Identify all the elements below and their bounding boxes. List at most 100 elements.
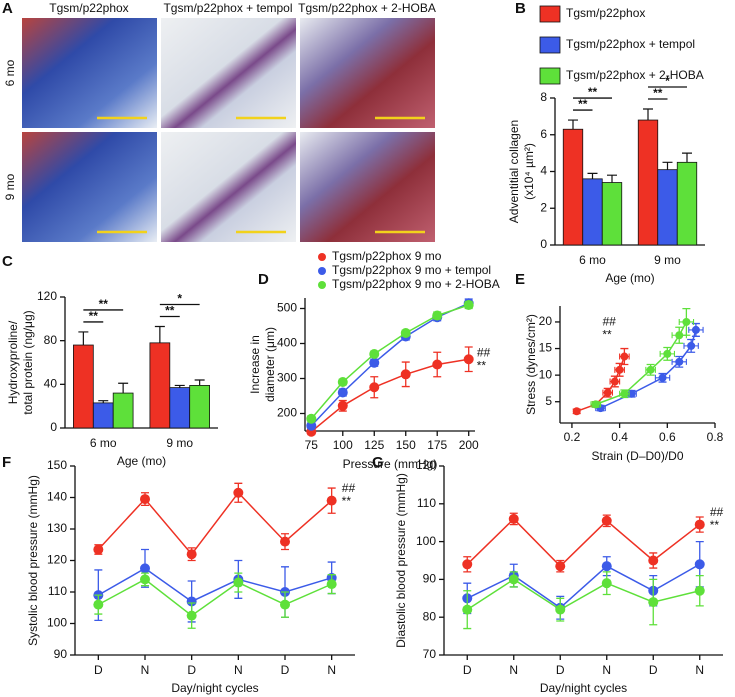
x-tick-label: 9 mo	[654, 253, 681, 267]
error-bar	[154, 325, 165, 343]
micrograph	[300, 132, 435, 242]
y-axis-label: Adventitial collagen	[507, 120, 521, 223]
bar	[112, 392, 134, 429]
column-title: Tgsm/p22phox + tempol	[163, 1, 292, 15]
x-axis-label: Strain (D–D0)/D0	[591, 449, 683, 463]
bar	[637, 119, 659, 246]
series	[306, 300, 474, 424]
y-tick-label: 140	[47, 490, 67, 504]
micrograph	[22, 18, 157, 128]
row-label: 9 mo	[3, 173, 17, 200]
y-tick-label: 10	[539, 367, 553, 381]
error-bar	[98, 400, 109, 403]
y-tick-label: 400	[277, 336, 297, 350]
series-line	[466, 578, 700, 611]
error-bar	[118, 382, 129, 394]
y-tick-label: 90	[423, 572, 437, 586]
error-bar	[607, 174, 617, 183]
x-tick-label: D	[187, 663, 196, 677]
bar	[582, 178, 603, 246]
significance-label: *	[665, 74, 670, 88]
data-point	[615, 365, 624, 374]
data-point	[186, 610, 197, 621]
x-tick-label: D	[556, 663, 565, 677]
data-point	[648, 597, 659, 608]
data-point	[555, 604, 566, 615]
x-axis-label: Pressure (mmHg)	[343, 457, 438, 471]
y-tick-label: 4	[540, 164, 547, 178]
y-tick-label: 300	[277, 371, 297, 385]
annotation: **	[602, 328, 612, 342]
data-point	[601, 578, 612, 589]
series-line	[97, 567, 332, 603]
y-tick-label: 130	[47, 521, 67, 535]
series-line	[310, 358, 469, 433]
micrograph	[22, 132, 157, 242]
y-tick-label: 100	[416, 534, 436, 548]
data-point	[326, 495, 337, 506]
y-axis-label: Increase in	[248, 335, 262, 394]
data-point	[140, 494, 150, 505]
x-tick-label: N	[234, 663, 243, 677]
data-point	[620, 389, 629, 398]
bar	[657, 169, 678, 246]
y-tick-label: 500	[277, 301, 297, 315]
y-axis-label: (x10⁴ µm²)	[522, 143, 536, 200]
panel-letter: C	[2, 253, 13, 270]
micrograph	[161, 132, 296, 242]
data-point	[694, 585, 705, 596]
column-title: Tgsm/p22phox + 2-HOBA	[298, 1, 436, 15]
x-tick-label: 0.2	[564, 430, 581, 444]
y-tick-label: 90	[54, 647, 68, 661]
data-point	[555, 561, 566, 572]
data-point	[463, 300, 474, 310]
x-tick-label: 100	[333, 438, 353, 452]
x-tick-label: N	[602, 663, 611, 677]
data-point	[306, 420, 317, 431]
series	[590, 308, 695, 409]
data-point	[463, 354, 474, 365]
micrograph	[300, 18, 435, 128]
x-tick-label: 75	[305, 438, 319, 452]
series	[93, 572, 337, 629]
data-point	[186, 549, 197, 560]
data-point	[508, 574, 519, 585]
legend-swatch	[539, 36, 561, 54]
panel-letter: G	[372, 454, 384, 471]
bar	[149, 342, 171, 429]
data-point	[432, 310, 443, 321]
y-axis-label: Diastolic blood pressure (mmHg)	[394, 473, 408, 648]
error-bar	[174, 384, 185, 388]
legend-marker	[318, 267, 326, 275]
data-point	[694, 519, 705, 530]
y-tick-label: 2	[540, 200, 547, 214]
annotation: **	[710, 518, 720, 532]
legend-label: Tgsm/p22phox	[566, 6, 645, 20]
legend-label: Tgsm/p22phox + tempol	[566, 37, 695, 51]
y-tick-label: 100	[47, 616, 67, 630]
error-bar	[643, 108, 653, 121]
panel-letter: A	[2, 0, 13, 17]
bar	[562, 128, 584, 246]
data-point	[603, 388, 612, 397]
error-bar	[78, 331, 89, 346]
data-point	[601, 515, 612, 526]
data-point	[687, 341, 696, 350]
data-point	[400, 328, 411, 338]
y-tick-label: 8	[540, 90, 547, 104]
legend-label: Tgsm/p22phox 9 mo + tempol	[332, 263, 491, 277]
error-bar	[194, 379, 205, 386]
data-point	[93, 599, 104, 610]
data-point	[675, 331, 684, 340]
series	[462, 540, 705, 620]
x-tick-label: 0.8	[707, 430, 724, 444]
y-axis-label: Systolic blood pressure (mmHg)	[26, 475, 40, 646]
series-line	[310, 302, 470, 427]
y-tick-label: 150	[47, 458, 67, 472]
data-point	[610, 377, 619, 386]
annotation: ##	[477, 345, 491, 359]
series	[93, 482, 337, 562]
x-axis-label: Day/night cycles	[540, 681, 627, 695]
column-title: Tgsm/p22phox	[49, 1, 128, 15]
